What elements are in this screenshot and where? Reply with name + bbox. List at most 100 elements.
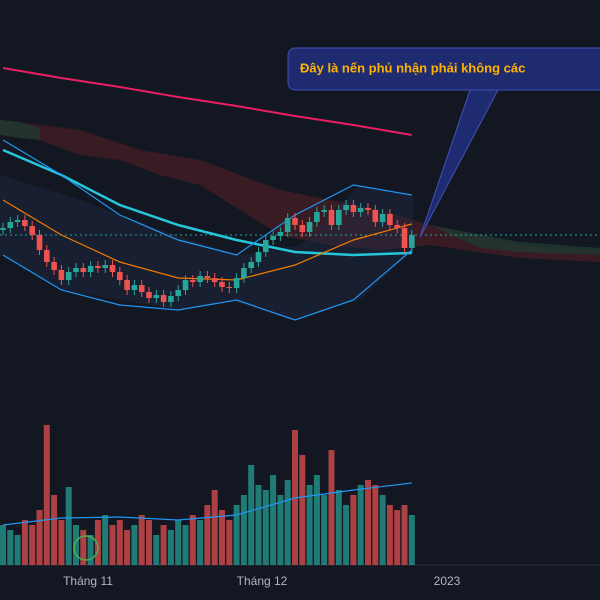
candle-body: [190, 280, 196, 282]
candle-body: [299, 225, 306, 232]
candle-body: [321, 210, 327, 212]
candle-body: [44, 250, 50, 262]
candle-body: [336, 210, 342, 225]
cloud: [0, 120, 40, 140]
indicator-line: [2, 148, 412, 257]
volume-bar: [189, 515, 196, 565]
candle-body: [306, 222, 313, 232]
x-tick-label: Tháng 11: [63, 574, 113, 588]
candle-body: [65, 272, 72, 280]
volume-bar: [182, 525, 189, 565]
volume-bar: [58, 520, 65, 565]
marks: [0, 67, 415, 565]
volume-bar: [153, 535, 160, 565]
volume-bar: [386, 505, 393, 565]
volume-bar: [328, 450, 335, 565]
callout-text: Đây là nến phủ nhận phải không các: [300, 60, 525, 75]
candle-body: [350, 205, 357, 212]
candle-body: [292, 218, 298, 225]
candle-body: [95, 266, 101, 268]
candle-body: [226, 287, 233, 288]
candle-body: [7, 222, 14, 228]
candle-body: [87, 266, 94, 272]
volume-bar: [343, 505, 350, 565]
candle-body: [401, 228, 408, 248]
candle-body: [153, 295, 160, 298]
volume-bar: [240, 495, 247, 565]
volume-bar: [138, 515, 145, 565]
x-tick-label: Tháng 12: [237, 574, 288, 588]
candle-body: [51, 262, 57, 270]
candle-body: [219, 282, 225, 287]
candle-body: [58, 270, 65, 280]
volume-bar: [313, 475, 320, 565]
volume-bar: [36, 510, 43, 565]
candle-body: [409, 235, 415, 248]
volume-bar: [219, 510, 225, 565]
candle-body: [357, 208, 364, 212]
candle-body: [255, 252, 262, 262]
candle-body: [365, 208, 371, 210]
volume-bar: [372, 485, 379, 565]
candle-body: [263, 240, 269, 252]
volume-bar: [321, 495, 328, 565]
volume-bar: [65, 487, 72, 565]
candle-body: [204, 276, 211, 278]
volume-bar: [379, 495, 386, 565]
candle-body: [343, 205, 349, 210]
volume-bar: [167, 530, 174, 565]
candle-body: [175, 290, 181, 296]
volume-bar: [211, 490, 218, 565]
candle-body: [284, 218, 291, 232]
event-marker: [73, 535, 99, 561]
candle-body: [124, 280, 130, 290]
volume-bar: [160, 525, 167, 565]
volume-bar: [277, 495, 284, 565]
callout-box: [287, 47, 600, 91]
volume-bar: [408, 515, 415, 565]
volume-bar: [29, 525, 36, 565]
candle-body: [277, 232, 284, 236]
volume-bar: [226, 520, 233, 565]
volume-bar: [401, 505, 408, 565]
candle-body: [22, 220, 28, 226]
volume-bar: [284, 480, 291, 565]
volume-bar: [109, 525, 116, 565]
indicator-line: [2, 139, 412, 256]
candle-body: [73, 268, 79, 272]
volume-bar: [248, 465, 255, 565]
candle-body: [233, 278, 240, 288]
x-tick-label: 2023: [434, 574, 461, 588]
volume-bar: [255, 485, 262, 565]
volume-bar: [146, 520, 152, 565]
volume-bar: [87, 535, 94, 565]
candle-body: [109, 265, 116, 272]
volume-bar: [270, 475, 277, 565]
volume-bar: [94, 520, 101, 565]
candle-body: [102, 265, 108, 268]
candle-body: [394, 225, 400, 228]
volume-bar: [102, 515, 109, 565]
volume-bar: [51, 495, 58, 565]
volume-ma: [2, 482, 412, 526]
volume-bar: [73, 525, 79, 565]
candle-body: [0, 228, 6, 230]
candle-body: [14, 220, 21, 222]
candle-body: [117, 272, 123, 280]
candle-body: [168, 296, 174, 302]
candle-body: [328, 210, 335, 225]
volume-bar: [80, 530, 87, 565]
volume-bar: [350, 495, 357, 565]
indicator-line: [2, 67, 412, 136]
volume-bar: [204, 505, 211, 565]
volume-bar: [365, 480, 371, 565]
volume-bar: [197, 520, 204, 565]
candle-body: [270, 236, 276, 240]
volume-bar: [299, 455, 306, 565]
candle-body: [211, 278, 218, 282]
candle-body: [80, 268, 87, 272]
volume-bar: [43, 425, 50, 565]
volume-bar: [357, 485, 364, 565]
